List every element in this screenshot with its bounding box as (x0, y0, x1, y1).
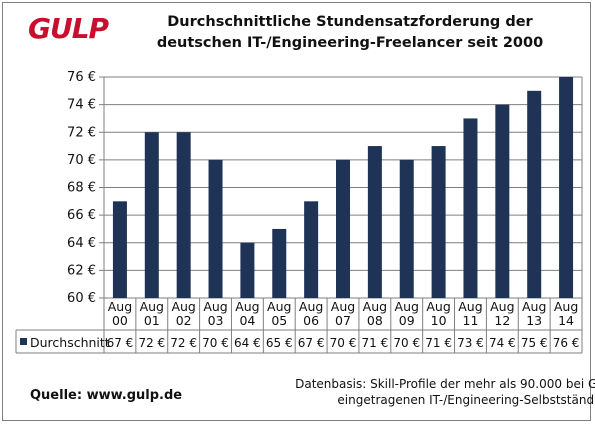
x-tick-label-month: Aug (203, 299, 227, 314)
data-label: 67 € (298, 336, 325, 350)
y-tick-label: 70 € (67, 153, 96, 168)
data-label: 70 € (202, 336, 229, 350)
x-tick-label-year: 11 (463, 313, 479, 328)
x-tick-label-year: 07 (335, 313, 351, 328)
bar (559, 77, 574, 298)
data-label: 72 € (138, 336, 165, 350)
x-tick-label-year: 02 (176, 313, 192, 328)
bar (144, 132, 159, 298)
bar (176, 132, 191, 298)
x-tick-label-year: 01 (144, 313, 160, 328)
legend-label: Durchschnitt (30, 335, 110, 350)
x-tick-label-month: Aug (522, 299, 546, 314)
y-tick-label: 64 € (67, 236, 96, 251)
x-tick-label-year: 03 (208, 313, 224, 328)
x-tick-label-month: Aug (363, 299, 387, 314)
x-tick-label-month: Aug (554, 299, 578, 314)
x-tick-label-year: 10 (431, 313, 447, 328)
chart-title-line-2: deutschen IT-/Engineering-Freelancer sei… (156, 35, 544, 51)
y-tick-label: 68 € (67, 181, 96, 196)
x-tick-label-month: Aug (426, 299, 450, 314)
data-label: 65 € (266, 336, 293, 350)
data-label: 76 € (553, 336, 580, 350)
x-tick-label-year: 14 (558, 313, 574, 328)
bar (527, 90, 542, 298)
x-tick-label-month: Aug (235, 299, 259, 314)
x-tick-label-month: Aug (395, 299, 419, 314)
bar (304, 201, 319, 298)
x-tick-label-month: Aug (299, 299, 323, 314)
x-tick-label-year: 12 (494, 313, 510, 328)
y-tick-label: 72 € (67, 125, 96, 140)
x-tick-label-month: Aug (171, 299, 195, 314)
data-label: 70 € (393, 336, 420, 350)
legend-marker (20, 338, 27, 345)
gulp-logo: GULP (28, 12, 109, 45)
bar (240, 242, 255, 298)
x-tick-label-month: Aug (140, 299, 164, 314)
bar (272, 228, 287, 298)
chart-title: Durchschnittliche Stundensatzforderung d… (120, 12, 580, 54)
y-tick-label: 74 € (67, 98, 96, 113)
x-tick-label-month: Aug (331, 299, 355, 314)
data-basis-line-2: eingetragenen IT-/Engineering-Selbststän… (337, 393, 595, 407)
data-label: 64 € (234, 336, 261, 350)
x-tick-label-year: 13 (526, 313, 542, 328)
x-tick-label-year: 08 (367, 313, 383, 328)
bar (208, 159, 223, 298)
bar (399, 159, 414, 298)
y-tick-label: 60 € (67, 291, 96, 306)
data-label: 72 € (170, 336, 197, 350)
bar (367, 146, 382, 298)
x-tick-label-year: 09 (399, 313, 415, 328)
x-tick-label-month: Aug (490, 299, 514, 314)
data-label: 73 € (457, 336, 484, 350)
y-tick-label: 76 € (67, 70, 96, 85)
bar (495, 104, 510, 298)
bar (112, 201, 127, 298)
x-tick-label-year: 06 (303, 313, 319, 328)
chart-title-line-1: Durchschnittliche Stundensatzforderung d… (167, 14, 533, 30)
x-tick-label-year: 05 (271, 313, 287, 328)
bar (463, 118, 478, 298)
x-tick-label-month: Aug (267, 299, 291, 314)
x-tick-label-month: Aug (458, 299, 482, 314)
source-label: Quelle: www.gulp.de (30, 388, 183, 403)
x-tick-label-year: 04 (239, 313, 255, 328)
chart-frame (2, 2, 591, 421)
data-label: 71 € (425, 336, 452, 350)
data-label: 74 € (489, 336, 516, 350)
bar (431, 146, 446, 298)
y-tick-label: 62 € (67, 263, 96, 278)
bar (336, 159, 350, 298)
x-tick-label-year: 00 (112, 313, 128, 328)
x-tick-label-month: Aug (108, 299, 132, 314)
data-label: 71 € (362, 336, 389, 350)
data-label: 75 € (521, 336, 548, 350)
data-label: 67 € (107, 336, 134, 350)
data-basis-line-1: Datenbasis: Skill-Profile der mehr als 9… (295, 377, 595, 391)
data-label: 70 € (330, 336, 357, 350)
y-tick-label: 66 € (67, 208, 96, 223)
